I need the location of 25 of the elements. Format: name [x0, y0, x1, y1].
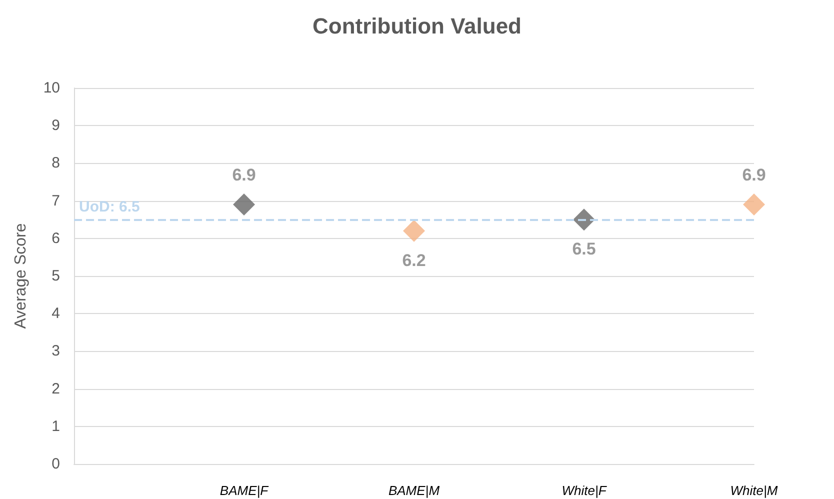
y-tick-label: 3	[52, 342, 60, 360]
y-tick-label: 0	[52, 456, 60, 472]
data-label: 6.2	[402, 250, 426, 270]
ref-line-label: UoD: 6.5	[79, 198, 140, 216]
y-tick-label: 4	[52, 305, 60, 322]
x-tick-label: White|F	[562, 483, 608, 498]
x-tick-label: White|M	[730, 483, 778, 498]
y-tick-label: 5	[52, 268, 60, 284]
y-tick-label: 8	[52, 154, 60, 172]
data-label: 6.9	[232, 166, 256, 185]
y-tick-label: 7	[52, 192, 60, 210]
y-tick-label: 10	[43, 80, 60, 96]
y-tick-label: 2	[52, 380, 60, 398]
x-tick-label: BAME|M	[388, 483, 440, 498]
data-label: 6.9	[742, 166, 766, 185]
y-tick-label: 9	[52, 117, 60, 134]
y-tick-label: 1	[52, 418, 60, 435]
point	[233, 194, 255, 216]
y-tick-label: 6	[52, 230, 60, 247]
point	[403, 220, 425, 242]
y-axis-title: Average Score	[12, 223, 30, 329]
chart-title: Contribution Valued	[312, 14, 522, 38]
x-tick-label: BAME|F	[220, 483, 270, 498]
data-label: 6.5	[572, 240, 596, 259]
point	[743, 194, 765, 216]
